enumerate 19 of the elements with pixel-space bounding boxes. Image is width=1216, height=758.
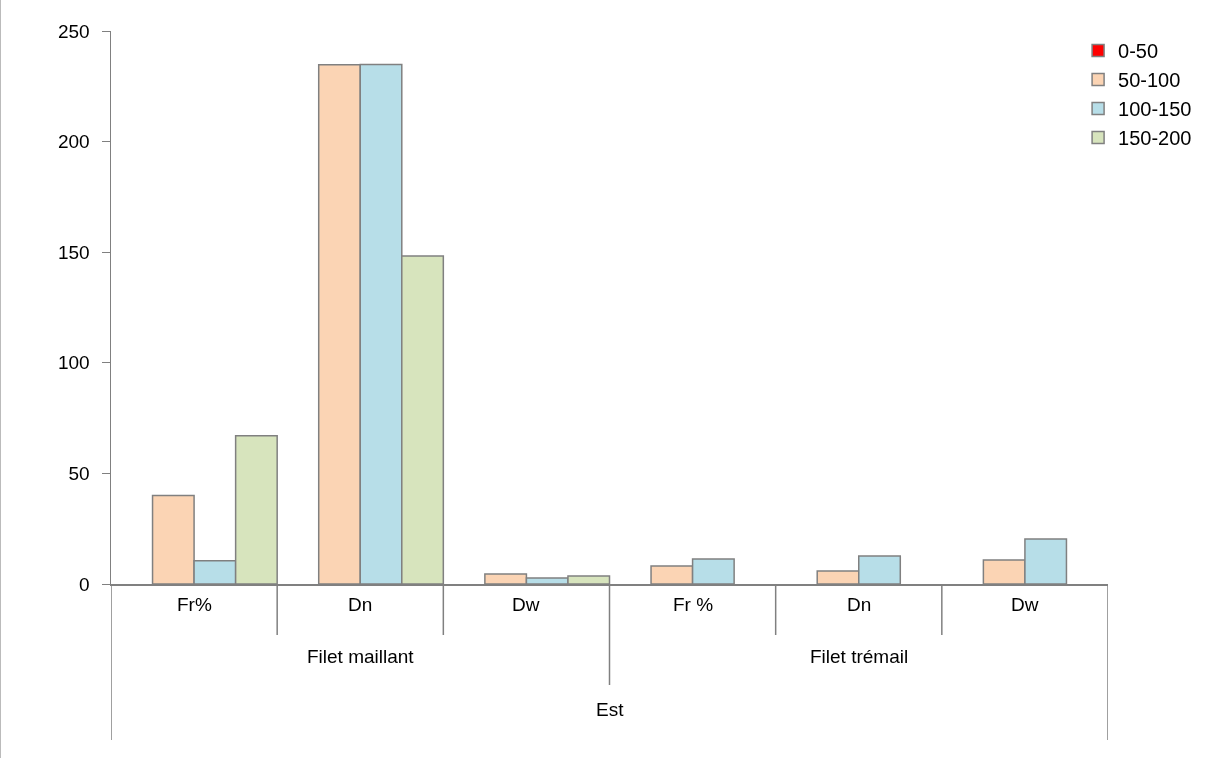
y-tick-label: 150 [58, 241, 90, 263]
text: Filet maillant [307, 646, 415, 667]
x-tick-label: Dn [847, 594, 872, 615]
y-tick-label: 0 [79, 573, 90, 595]
x-tick-label: Dn [348, 594, 373, 615]
y-tick-label: 250 [58, 20, 90, 42]
text: Est [596, 699, 625, 720]
x-tick-label: Dw [512, 594, 540, 615]
legend-label: 0-50 [1118, 40, 1159, 63]
text: Filet trémail [810, 646, 909, 667]
y-tick-label: 100 [58, 352, 90, 374]
y-tick-label: 200 [58, 131, 90, 153]
legend-label: 50-100 [1118, 69, 1181, 92]
y-tick-label: 50 [68, 463, 90, 485]
x-tick-label: Fr % [673, 594, 714, 615]
legend-label: 150-200 [1118, 127, 1192, 150]
legend-label: 100-150 [1118, 98, 1192, 121]
x-tick-label: Dw [1011, 594, 1039, 615]
x-tick-label: Fr% [177, 594, 212, 615]
